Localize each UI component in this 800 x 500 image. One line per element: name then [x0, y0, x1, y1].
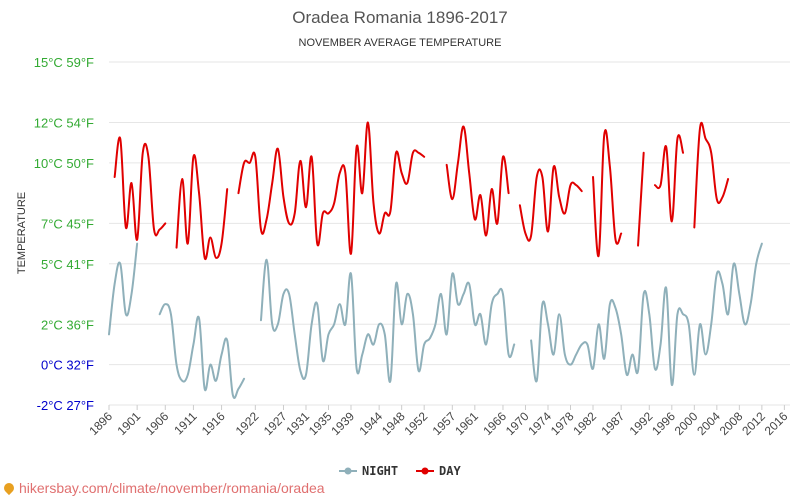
- legend-item-night[interactable]: NIGHT: [339, 464, 398, 478]
- x-tick-label: 1901: [114, 409, 143, 438]
- x-tick-label: 1996: [649, 409, 678, 438]
- x-tick-label: 1974: [525, 409, 554, 438]
- series-line-day: [592, 129, 623, 257]
- x-tick-label: 1952: [402, 409, 431, 438]
- x-tick-label: 2004: [694, 409, 723, 438]
- series-line-day: [175, 154, 229, 261]
- x-tick-label: 1911: [171, 409, 199, 437]
- x-tick-label: 1906: [143, 409, 172, 438]
- x-tick-label: 2000: [672, 409, 701, 438]
- legend-night-marker: [344, 467, 352, 475]
- y-tick-label: 12°C 54°F: [34, 116, 94, 131]
- series-line-day: [445, 125, 510, 237]
- x-tick-label: 1982: [570, 409, 599, 438]
- grid-lines: [109, 61, 790, 406]
- legend-item-day[interactable]: DAY: [416, 464, 461, 478]
- legend: NIGHT DAY: [339, 464, 461, 478]
- series-line-day: [113, 136, 167, 241]
- y-tick-label: 5°C 41°F: [41, 257, 94, 272]
- x-tick-label: 1961: [452, 409, 481, 438]
- y-tick-label: 10°C 50°F: [34, 156, 94, 171]
- x-tick-label: 1944: [356, 409, 385, 438]
- chart-title: Oradea Romania 1896-2017: [292, 8, 507, 27]
- x-tick-label: 1978: [548, 409, 577, 438]
- series-line-day: [693, 121, 730, 229]
- series-line-day: [237, 121, 426, 255]
- series-line-day: [653, 134, 685, 223]
- chart-subtitle: NOVEMBER AVERAGE TEMPERATURE: [299, 37, 502, 49]
- x-tick-label: 1939: [328, 409, 357, 438]
- y-tick-label: -2°C 27°F: [37, 398, 94, 413]
- y-tick-label: 0°C 32°F: [41, 358, 94, 373]
- y-tick-label: 15°C 59°F: [34, 55, 94, 70]
- x-axis-ticks: 1896 1901 1906 1911 1916 1922 1927193119351939…: [86, 405, 791, 438]
- y-axis-label: TEMPERATURE: [16, 192, 28, 274]
- series-line-day: [637, 151, 645, 247]
- series-group: [108, 121, 763, 400]
- x-tick-label: 1966: [480, 409, 509, 438]
- x-tick-label: 1896: [86, 409, 115, 438]
- x-tick-label: 1927: [261, 409, 290, 438]
- y-tick-label: 2°C 36°F: [41, 317, 94, 332]
- legend-day-label: DAY: [439, 464, 461, 478]
- x-tick-label: 1931: [283, 409, 312, 438]
- series-line-night: [158, 303, 246, 400]
- x-tick-label: 1922: [233, 409, 262, 438]
- series-line-night: [108, 242, 139, 336]
- x-tick-label: 1992: [627, 409, 656, 438]
- series-line-day: [518, 165, 583, 242]
- x-tick-label: 2016: [762, 409, 791, 438]
- legend-day-marker: [421, 467, 429, 475]
- location-pin-icon: [1, 480, 17, 496]
- x-tick-label: 1916: [199, 409, 228, 438]
- y-tick-label: 7°C 45°F: [41, 216, 94, 231]
- x-tick-label: 1957: [430, 409, 459, 438]
- x-tick-label: 1987: [598, 409, 627, 438]
- x-tick-label: 1935: [306, 409, 335, 438]
- x-tick-label: 1970: [503, 409, 532, 438]
- legend-night-label: NIGHT: [362, 464, 398, 478]
- x-tick-label: 2008: [717, 409, 746, 438]
- x-tick-label: 2012: [739, 409, 768, 438]
- x-tick-label: 1948: [379, 409, 408, 438]
- series-line-night: [530, 242, 763, 386]
- series-line-night: [259, 258, 516, 383]
- source-link[interactable]: hikersbay.com/climate/november/romania/o…: [1, 480, 325, 496]
- source-text: hikersbay.com/climate/november/romania/o…: [19, 480, 325, 496]
- y-axis-ticks: -2°C 27°F 0°C 32°F 2°C 36°F 5°C 41°F 7°C 45°…: [34, 55, 94, 413]
